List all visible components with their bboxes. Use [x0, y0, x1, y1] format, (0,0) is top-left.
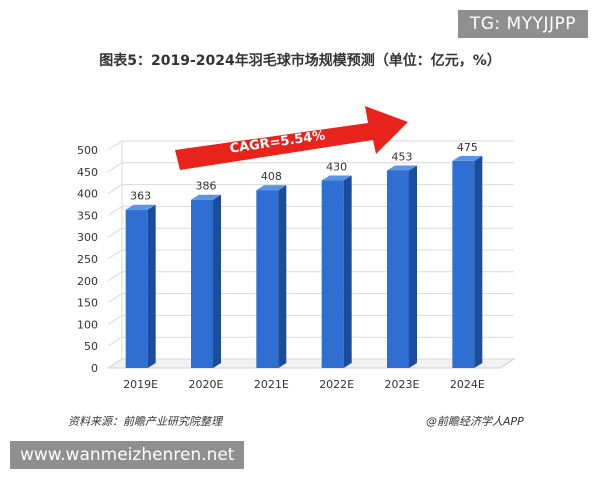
bar — [321, 180, 344, 368]
x-tick-label: 2023E — [385, 378, 420, 391]
gridline-depth — [107, 140, 123, 151]
gridline-depth — [107, 358, 123, 369]
bar-side — [213, 194, 221, 368]
data-label: 386 — [196, 180, 217, 193]
x-tick-label: 2019E — [123, 378, 158, 391]
data-label: 408 — [261, 170, 282, 183]
bar-top — [191, 194, 221, 200]
gridline-depth — [107, 227, 123, 238]
watermark-badge-bottom: www.wanmeizhenren.net — [10, 441, 245, 469]
bar-top — [321, 175, 352, 181]
gridline-depth — [107, 293, 123, 304]
bar-top — [256, 185, 287, 191]
y-tick-label: 300 — [77, 231, 98, 244]
gridline-depth — [107, 162, 123, 173]
y-tick-label: 100 — [77, 318, 98, 331]
x-tick-label: 2021E — [254, 378, 289, 391]
gridline-depth — [107, 184, 123, 195]
y-tick-label: 500 — [77, 144, 98, 157]
bar-top — [125, 204, 156, 210]
y-tick-label: 450 — [77, 166, 98, 179]
bar-side — [343, 175, 352, 368]
y-tick-label: 250 — [77, 253, 98, 266]
chart-title: 图表5：2019-2024年羽毛球市场规模预测（单位：亿元，%） — [99, 53, 501, 69]
y-tick-label: 350 — [77, 209, 98, 222]
bar — [256, 190, 279, 368]
source-note: 资料来源：前瞻产业研究院整理 — [68, 415, 222, 428]
y-tick-label: 0 — [91, 362, 98, 375]
gridline-depth — [107, 336, 123, 347]
bar — [387, 170, 409, 368]
y-tick-label: 50 — [84, 340, 98, 353]
x-tick-label: 2022E — [319, 378, 354, 391]
bar — [125, 209, 148, 368]
data-label: 363 — [130, 190, 151, 203]
bar — [191, 199, 213, 368]
data-label: 453 — [392, 150, 413, 163]
gridline-depth — [107, 314, 123, 325]
bar-side — [278, 185, 287, 368]
watermark-badge-top: TG: MYYJJPP — [457, 10, 588, 38]
y-tick-label: 200 — [77, 275, 98, 288]
y-tick-label: 150 — [77, 297, 98, 310]
data-label: 475 — [457, 141, 478, 154]
data-label: 430 — [326, 161, 347, 174]
bar-top — [387, 165, 417, 171]
bar-top — [452, 155, 483, 161]
gridline-depth — [107, 249, 123, 260]
x-tick-label: 2024E — [450, 378, 485, 391]
x-tick-label: 2020E — [189, 378, 224, 391]
gridline-depth — [107, 271, 123, 282]
bar-side — [147, 204, 156, 368]
credit-note: @前瞻经济学人APP — [426, 415, 524, 428]
gridline-depth — [107, 205, 123, 216]
bar-side — [474, 155, 483, 368]
bar-side — [409, 165, 417, 368]
bar — [452, 160, 475, 368]
cagr-arrow — [175, 106, 408, 170]
y-tick-label: 400 — [77, 188, 98, 201]
